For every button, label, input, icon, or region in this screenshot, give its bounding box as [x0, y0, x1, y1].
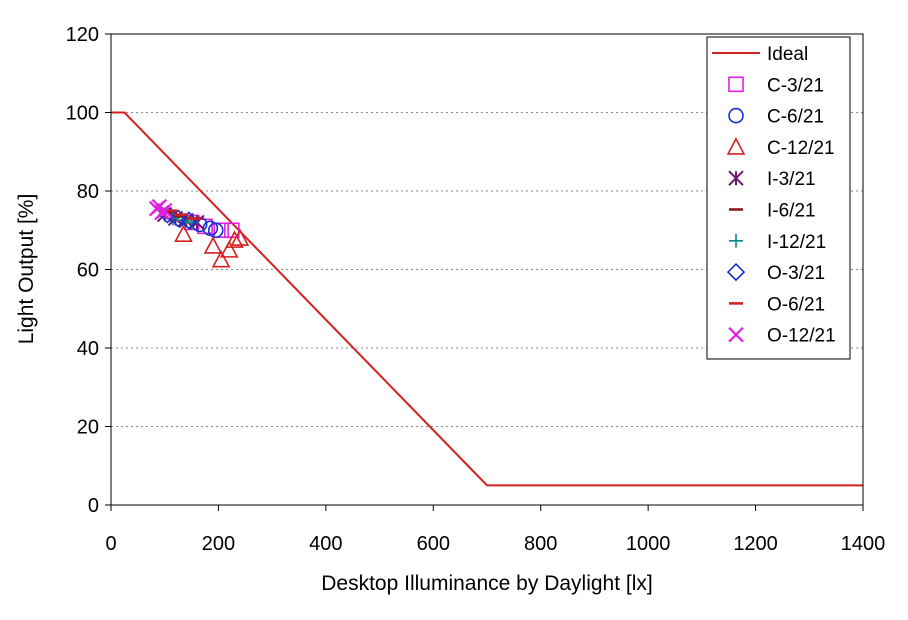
point-o-12-21 [156, 202, 173, 219]
point-c-12-21 [203, 236, 223, 254]
legend-label-o-3-21: O-3/21 [767, 263, 825, 284]
legend-label-i-12-21: I-12/21 [767, 232, 826, 253]
legend-label-c-6-21: C-6/21 [767, 107, 824, 128]
legend-label-c-3-21: C-3/21 [767, 75, 824, 96]
data-markers [148, 198, 250, 268]
y-tick-label: 20 [77, 417, 99, 439]
x-tick-label: 600 [417, 533, 450, 555]
x-tick-label: 1400 [841, 533, 886, 555]
x-tick-label: 400 [309, 533, 342, 555]
point-c-12-21 [174, 224, 193, 242]
legend-swatch-c-12-21 [726, 137, 746, 155]
x-tick-label: 1200 [733, 533, 778, 555]
x-tick-label: 0 [105, 533, 116, 555]
y-tick-label: 0 [88, 495, 99, 517]
x-axis-ticks: 0 200 400 600 800 1000 1200 1400 [105, 505, 885, 555]
legend-label-o-12-21: O-12/21 [767, 326, 836, 347]
x-axis-title: Desktop Illuminance by Daylight [lx] [321, 572, 652, 595]
y-tick-label: 80 [77, 181, 99, 203]
ideal-line-group [111, 111, 863, 487]
point-c-3-21 [213, 222, 229, 239]
legend: Ideal C-3/21 C-6/21 C-12/21 I-3/21 I-6/21 I-12… [706, 36, 851, 360]
legend-label-o-6-21: O-6/21 [767, 294, 825, 315]
legend-label-i-6-21: I-6/21 [767, 201, 816, 222]
legend-swatch-i-12-21 [729, 233, 743, 248]
series-line-ideal [111, 111, 863, 487]
legend-swatch-c-6-21 [728, 107, 744, 124]
x-tick-label: 1000 [626, 533, 671, 555]
point-c-12-21 [219, 240, 239, 258]
legend-swatch-o-3-21 [726, 262, 746, 282]
y-tick-label: 60 [77, 260, 99, 282]
y-tick-label: 40 [77, 338, 99, 360]
point-c-6-21 [207, 222, 224, 239]
y-tick-label: 100 [66, 103, 99, 125]
legend-swatch-c-3-21 [728, 76, 744, 93]
y-axis-title: Light Output [%] [15, 194, 38, 345]
x-tick-label: 200 [202, 533, 235, 555]
legend-label-c-12-21: C-12/21 [767, 138, 835, 159]
point-c-12-21 [230, 228, 250, 246]
legend-label-i-3-21: I-3/21 [767, 169, 816, 190]
legend-swatch-o-12-21 [728, 326, 744, 343]
point-c-12-21 [211, 249, 231, 268]
y-axis-ticks: 0 20 40 60 80 100 120 [66, 24, 111, 517]
y-tick-label: 120 [66, 24, 99, 46]
point-c-12-21 [225, 230, 244, 248]
x-tick-label: 800 [524, 533, 557, 555]
legend-swatch-i-3-21 [728, 170, 744, 186]
legend-label-ideal: Ideal [767, 44, 808, 65]
